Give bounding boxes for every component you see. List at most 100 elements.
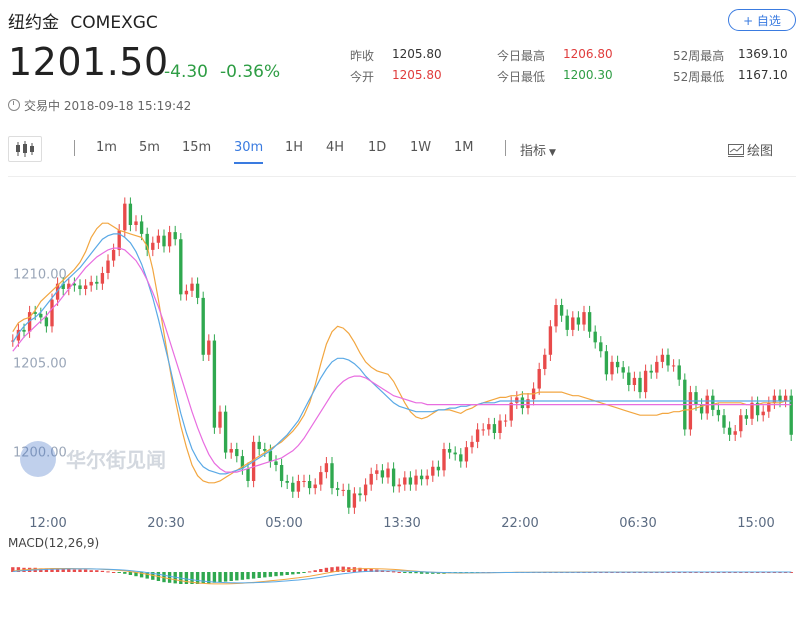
caret-down-icon: ▼ (549, 148, 556, 158)
candle-body (587, 312, 592, 332)
candle-body (386, 468, 390, 478)
candle-body (475, 429, 480, 442)
macd-bar (391, 571, 396, 573)
macd-bar (44, 568, 49, 572)
add-watchlist-button[interactable]: + 自选 (728, 9, 796, 31)
candle-body (767, 402, 771, 412)
candle-body (571, 317, 575, 330)
macd-bar (128, 572, 133, 575)
macd-bar (207, 572, 211, 584)
candle-body (78, 285, 82, 289)
candle-body (302, 481, 306, 482)
candle-body (111, 249, 116, 261)
indicator-label: 指标 (520, 144, 547, 159)
macd-bar (123, 572, 127, 574)
macd-bar (302, 572, 306, 573)
candle-body (33, 312, 37, 314)
macd-bar (89, 570, 93, 572)
clock-icon (8, 99, 20, 111)
candle-body (11, 340, 15, 342)
candle-body (274, 461, 278, 465)
macd-bar (414, 572, 418, 574)
candle-body (414, 475, 418, 485)
watermark-text: 华尔街见闻 (66, 448, 166, 472)
tab-5m[interactable]: 5m (139, 140, 160, 155)
y-tick-label: 1200.00 (13, 445, 67, 460)
candle-body (22, 329, 26, 332)
x-tick-label: 06:30 (619, 516, 656, 531)
candle-body (649, 370, 653, 373)
tab-4h[interactable]: 4H (326, 140, 345, 155)
candle-body (39, 313, 43, 318)
kline-chart[interactable]: 1210.00 1205.00 1200.00 华尔街见闻 12:00 20:30 05:0… (8, 176, 796, 617)
candle-body (509, 402, 513, 421)
draw-button[interactable]: 绘图 (728, 140, 773, 159)
tab-1h[interactable]: 1H (285, 140, 304, 155)
tab-1w[interactable]: 1W (410, 140, 432, 155)
macd-bar (296, 572, 301, 574)
candle-body (240, 456, 245, 469)
candle-body (162, 235, 166, 247)
candle-body (397, 484, 401, 487)
candle-body (554, 305, 558, 327)
macd-dea-line (12, 568, 792, 584)
candle-body (95, 281, 99, 284)
tab-1mo[interactable]: 1M (454, 140, 474, 155)
candle-body (279, 465, 284, 481)
candle-body (515, 397, 519, 403)
candle-body (621, 367, 625, 373)
tab-1d[interactable]: 1D (368, 140, 387, 155)
macd-bar (95, 570, 99, 572)
macd-bar (363, 568, 368, 572)
macd-bar (139, 572, 144, 578)
candle-body (655, 361, 659, 373)
y-tick-label: 1205.00 (13, 357, 67, 372)
candle-body (744, 415, 749, 419)
macd-bar (223, 572, 228, 582)
candle-body (375, 470, 379, 474)
candle-body (464, 447, 469, 462)
macd-bar (307, 571, 312, 573)
macd-bar (257, 572, 261, 578)
tab-1m[interactable]: 1m (96, 140, 117, 155)
prev-close-label: 昨收 (350, 49, 375, 63)
candle-body (526, 399, 530, 409)
candlestick-icon (16, 141, 34, 157)
macd-bar (195, 572, 200, 584)
indicator-dropdown[interactable]: 指标 ▼ (520, 140, 556, 159)
candle-body (559, 305, 564, 316)
candle-body (548, 326, 553, 355)
candle-body (582, 312, 586, 325)
candle-body (380, 470, 385, 478)
wk52-low-label: 52周最低 (673, 70, 725, 84)
wk52-low-value: 1167.10 (738, 68, 788, 82)
toolbar-divider (74, 140, 75, 156)
tab-15m[interactable]: 15m (182, 140, 212, 155)
candle-body (145, 233, 149, 250)
x-tick-label: 20:30 (147, 516, 184, 531)
macd-bar (229, 572, 233, 581)
candle-body (783, 395, 788, 401)
candle-body (576, 317, 581, 325)
candle-body (190, 283, 194, 291)
tab-30m[interactable]: 30m (234, 140, 264, 164)
candle-body (319, 472, 323, 485)
candle-body (755, 402, 760, 416)
candle-body (363, 484, 368, 496)
macd-bar (274, 572, 278, 577)
candle-body (615, 361, 620, 368)
macd-bar (397, 572, 401, 573)
candle-body (268, 450, 273, 462)
candle-body (195, 283, 200, 298)
chart-type-button[interactable] (8, 136, 42, 162)
candle-body (61, 283, 65, 289)
macd-bar (78, 569, 82, 572)
candle-body (179, 239, 183, 295)
macd-bar (184, 572, 189, 584)
candle-body (167, 232, 172, 247)
candle-body (16, 329, 21, 341)
macd-bar (72, 569, 77, 572)
ma-line (12, 222, 792, 484)
candle-body (739, 415, 743, 432)
macd-bar (268, 572, 273, 577)
